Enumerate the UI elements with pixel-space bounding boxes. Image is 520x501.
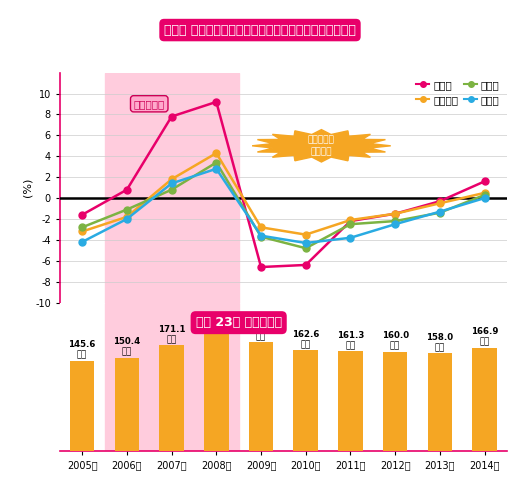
Bar [338, 351, 363, 451]
Text: 160.0
万円: 160.0 万円 [382, 331, 409, 351]
Text: リーマン・
ショック: リーマン・ ショック [308, 136, 335, 156]
Legend: 東京都, 神奈川県, 埼玉県, 千葉県: 東京都, 神奈川県, 埼玉県, 千葉県 [414, 78, 502, 107]
Text: 166.9
万円: 166.9 万円 [471, 327, 498, 347]
Text: 145.6
万円: 145.6 万円 [69, 340, 96, 360]
Text: 東京 23区 平均坪単価: 東京 23区 平均坪単価 [196, 316, 282, 329]
Bar [383, 352, 408, 451]
Text: 171.1
万円: 171.1 万円 [158, 325, 185, 344]
Bar [114, 358, 139, 451]
Text: 161.3
万円: 161.3 万円 [337, 331, 364, 350]
Bar [105, 73, 239, 303]
Text: 158.0
万円: 158.0 万円 [426, 333, 453, 352]
Text: 175.4
万円: 175.4 万円 [248, 322, 275, 341]
Y-axis label: (%): (%) [22, 178, 32, 197]
Text: 150.4
万円: 150.4 万円 [113, 337, 140, 357]
Text: 162.6
万円: 162.6 万円 [292, 330, 319, 349]
Bar [472, 348, 497, 451]
Bar [249, 343, 274, 451]
Bar [159, 345, 184, 451]
Text: 191.5
万円: 191.5 万円 [203, 312, 230, 331]
Text: ミニバブル: ミニバブル [134, 99, 165, 109]
Bar [293, 350, 318, 451]
Bar [70, 361, 95, 451]
Text: 首都圏 公示地価（住宅地）の都県別対前年変動率の推移: 首都圏 公示地価（住宅地）の都県別対前年変動率の推移 [164, 24, 356, 37]
Bar [427, 353, 452, 451]
Bar [105, 303, 239, 451]
Bar [204, 333, 229, 451]
Polygon shape [252, 130, 391, 162]
